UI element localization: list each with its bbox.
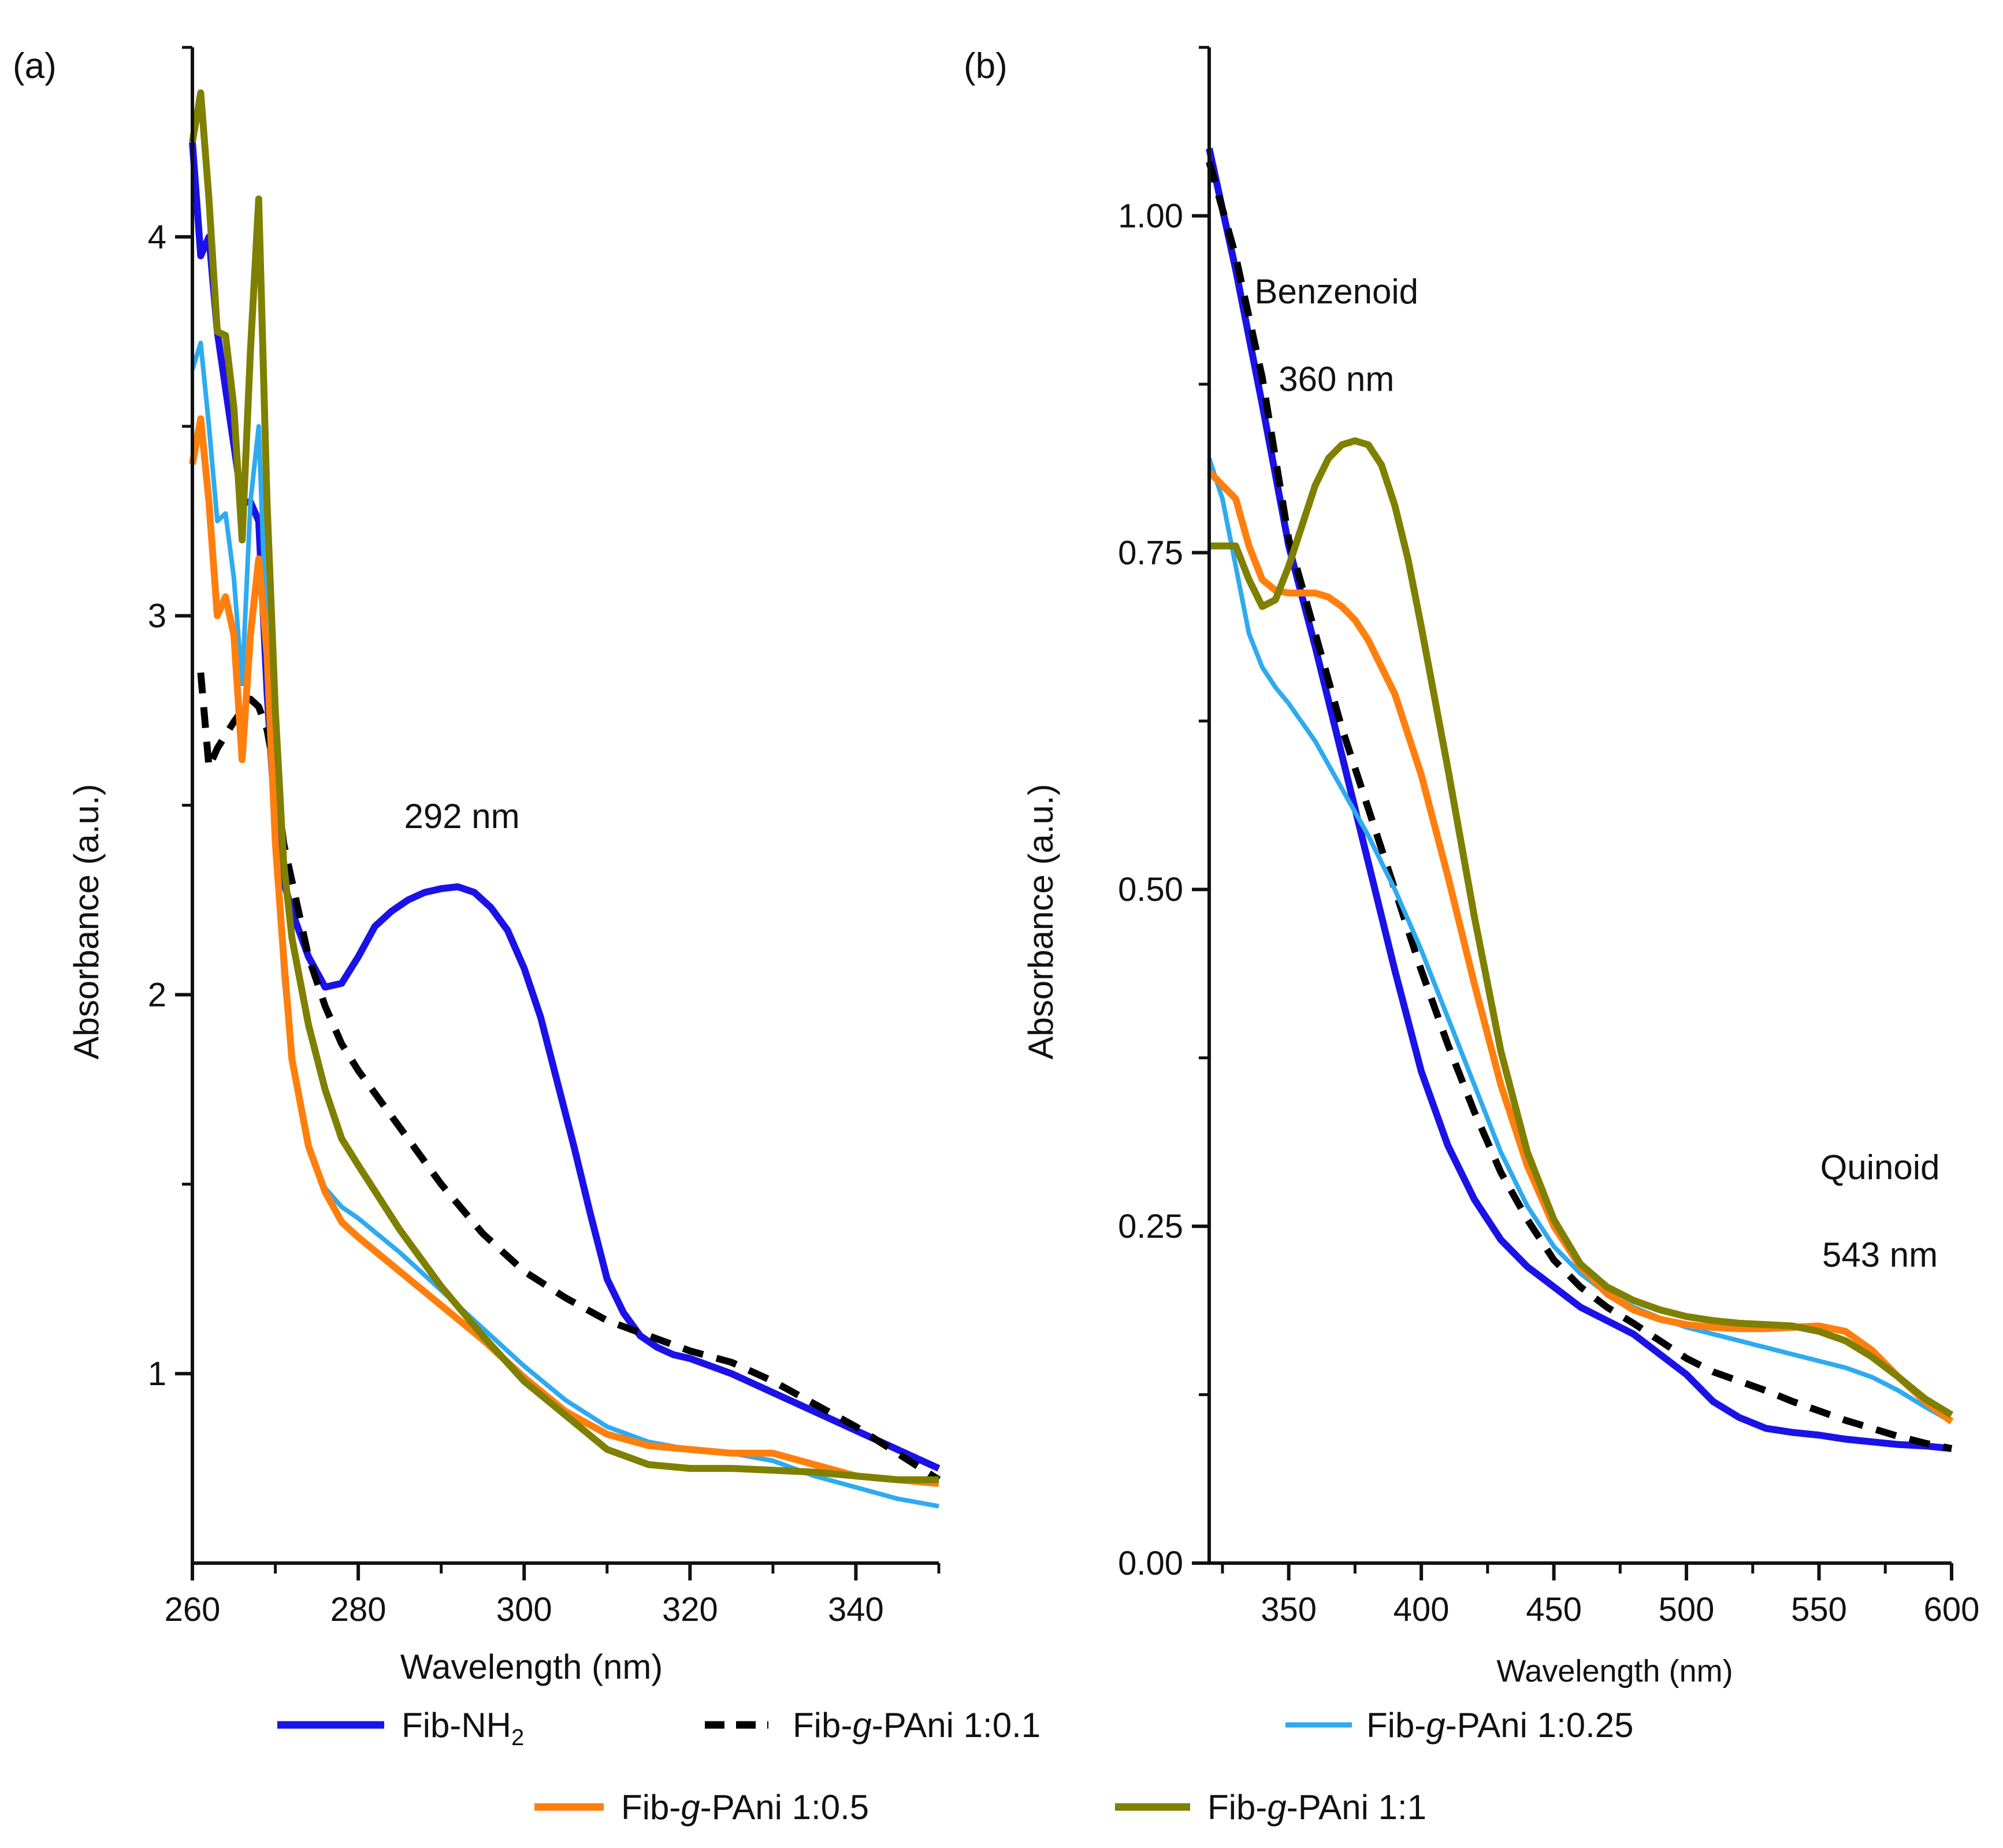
panel-b-annotations: Benzenoid 360 nm Quinoid 543 nm bbox=[1254, 272, 1939, 1274]
panel-b-annotation: Quinoid bbox=[1820, 1148, 1940, 1187]
panel-a-y-axis-title: Absorbance (a.u.) bbox=[67, 784, 106, 1060]
panel-b-x-tick-label: 350 bbox=[1261, 1591, 1317, 1628]
panel-b-x-tick-label: 550 bbox=[1791, 1591, 1847, 1628]
legend: Fib-NH2 Fib-g-PAni 1:0.1 Fib-g-PAni 1:0.… bbox=[277, 1706, 1633, 1827]
panel-a-annotation: 292 nm bbox=[404, 797, 519, 836]
legend-entry-pani-0-1: Fib-g-PAni 1:0.1 bbox=[705, 1706, 1040, 1745]
panel-a-y-tick-label: 1 bbox=[148, 1355, 166, 1393]
panel-b-x-tick-label: 600 bbox=[1924, 1591, 1980, 1628]
panel-b-y-tick-label: 0.25 bbox=[1118, 1208, 1183, 1245]
panel-a-x-tick-label: 280 bbox=[330, 1591, 387, 1628]
panel-b-x-tick-label: 400 bbox=[1393, 1591, 1450, 1628]
panel-b-line-pani-1-1 bbox=[1209, 437, 1954, 1418]
panel-b-annotation: Benzenoid bbox=[1254, 272, 1418, 311]
panel-b-line-pani-0-5 bbox=[1206, 469, 1954, 1424]
panel-b-x-axis-title: Wavelength (nm) bbox=[1496, 1654, 1733, 1689]
panel-b-label: (b) bbox=[964, 46, 1008, 86]
panel-a-axes: 260 280 300 320 340 1 2 3 4 bbox=[148, 46, 941, 1628]
legend-entry-fib-nh2: Fib-NH2 bbox=[277, 1706, 524, 1750]
panel-a-line-pani-0-25 bbox=[190, 340, 939, 1509]
panel-a-y-tick-label: 4 bbox=[148, 218, 166, 256]
legend-label-pani-1-1: Fib-g-PAni 1:1 bbox=[1207, 1788, 1426, 1827]
panel-b-x-tick-label: 450 bbox=[1526, 1591, 1582, 1628]
panel-a-y-tick-label: 3 bbox=[148, 598, 166, 635]
panel-a-label: (a) bbox=[13, 46, 57, 86]
panel-b-annotation: 543 nm bbox=[1822, 1235, 1938, 1274]
panel-a-x-tick-label: 300 bbox=[496, 1591, 552, 1628]
panel-a-line-pani-0-5 bbox=[189, 415, 939, 1487]
panel-a-x-tick-label: 320 bbox=[662, 1591, 718, 1628]
panel-b-axes: 350 400 450 500 550 600 0.00 0.25 0.50 0.75 1.00 bbox=[1118, 46, 1980, 1628]
legend-entry-pani-0-25: Fib-g-PAni 1:0.25 bbox=[1285, 1706, 1633, 1745]
panel-b-annotation: 360 nm bbox=[1279, 360, 1394, 399]
panel-a-y-tick-label: 2 bbox=[148, 976, 166, 1014]
panel-b-x-tick-label: 500 bbox=[1659, 1591, 1715, 1628]
panel-b-line-pani-0-25 bbox=[1207, 457, 1953, 1424]
panel-a-x-tick-label: 340 bbox=[828, 1591, 884, 1628]
legend-entry-pani-1-1: Fib-g-PAni 1:1 bbox=[1115, 1788, 1426, 1827]
panel-b-y-tick-label: 0.50 bbox=[1118, 871, 1183, 908]
panel-b-y-axis-title: Absorbance (a.u.) bbox=[1021, 784, 1060, 1060]
panel-b-series-group bbox=[1206, 147, 1954, 1452]
panel-a-line-fib-nh2 bbox=[189, 142, 941, 1472]
panel-a-x-tick-label: 260 bbox=[165, 1591, 221, 1628]
panel-b: (b) 350 400 450 500 550 600 0.00 0.25 0.50 0.75 1.… bbox=[964, 46, 1979, 1689]
panel-a-line-pani-1-1 bbox=[189, 89, 939, 1483]
panel-a-annotations: 292 nm bbox=[404, 797, 519, 836]
panel-a-line-pani-0-1 bbox=[197, 672, 941, 1483]
panel-b-y-tick-label: 1.00 bbox=[1118, 197, 1183, 235]
legend-label-pani-0-1: Fib-g-PAni 1:0.1 bbox=[793, 1706, 1040, 1745]
panel-a-x-axis-title: Wavelength (nm) bbox=[400, 1647, 663, 1686]
panel-a: (a) 260 280 300 320 340 1 2 3 4 292 nm Wavelengt… bbox=[13, 46, 941, 1686]
panel-b-y-tick-label: 0.75 bbox=[1118, 534, 1183, 572]
legend-entry-pani-0-5: Fib-g-PAni 1:0.5 bbox=[534, 1788, 869, 1827]
panel-b-line-fib-nh2 bbox=[1206, 147, 1952, 1452]
panel-b-line-pani-0-1 bbox=[1206, 161, 1953, 1452]
panel-a-series-group bbox=[189, 89, 941, 1509]
panel-b-y-tick-label: 0.00 bbox=[1118, 1545, 1183, 1582]
legend-label-pani-0-5: Fib-g-PAni 1:0.5 bbox=[621, 1788, 869, 1827]
legend-label-pani-0-25: Fib-g-PAni 1:0.25 bbox=[1366, 1706, 1633, 1745]
legend-label-fib-nh2: Fib-NH2 bbox=[402, 1706, 524, 1750]
